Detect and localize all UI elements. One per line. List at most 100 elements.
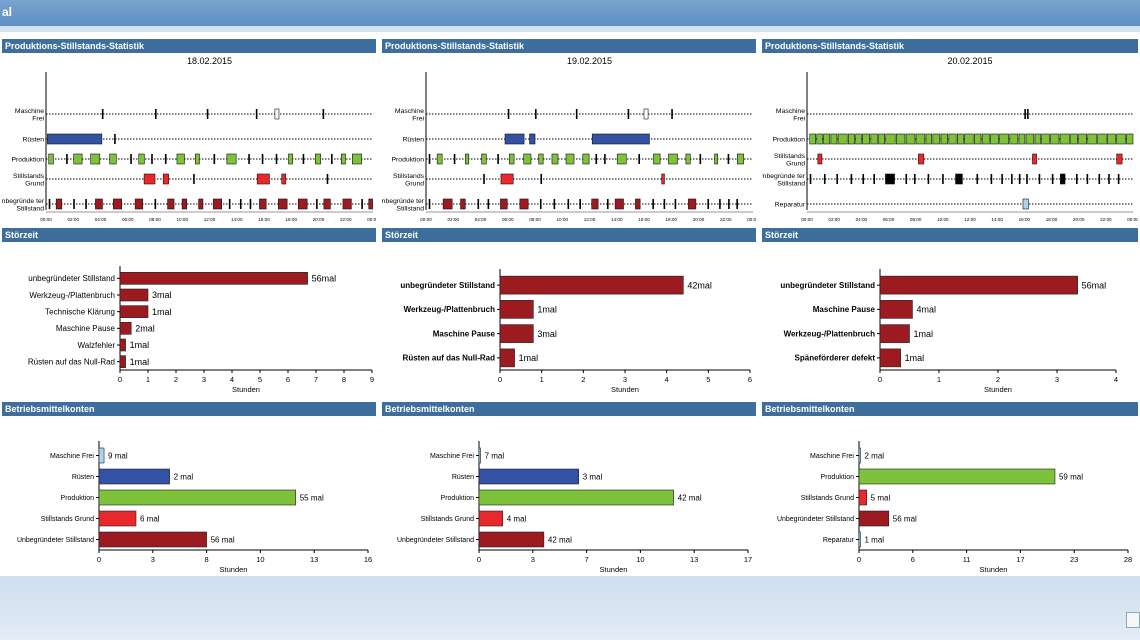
row-label-line: Maschine <box>395 108 424 115</box>
panel-title: Betriebsmittelkonten <box>762 402 1138 416</box>
x-tick-label: 0 <box>878 375 882 384</box>
x-tick-label: 10:00 <box>937 217 949 222</box>
event-tick <box>428 199 431 209</box>
x-tick-label: 18:00 <box>1046 217 1058 222</box>
timeline-chart: 20.02.2015 Maschine Frei Produktion Stillsta… <box>762 56 1138 222</box>
event-block <box>226 153 237 165</box>
x-tick-label: 00:00 <box>747 217 756 222</box>
event-block <box>1060 173 1066 185</box>
row-label-line: Maschine <box>15 108 44 115</box>
row-label-line: Maschine <box>776 108 805 115</box>
x-tick-label: 0 <box>118 375 122 384</box>
data-label: 9 mal <box>108 451 128 460</box>
chart-date: 18.02.2015 <box>187 56 232 66</box>
event-tick <box>1076 174 1078 184</box>
event-tick <box>627 109 630 119</box>
category-label: Produktion <box>821 474 855 481</box>
x-tick-label: 22:00 <box>340 217 352 222</box>
event-block <box>932 133 941 145</box>
event-block <box>340 153 346 165</box>
event-block <box>519 198 529 210</box>
x-tick-label: 06:00 <box>883 217 895 222</box>
event-tick <box>927 174 930 184</box>
row-label-line: Produktion <box>392 157 425 164</box>
category-label: Späneförderer defekt <box>795 354 876 363</box>
event-block <box>895 133 906 145</box>
x-tick-label: 22:00 <box>1100 217 1112 222</box>
event-block <box>323 198 331 210</box>
category-label: Werkzeug-/Plattenbruch <box>29 291 115 300</box>
event-tick <box>497 154 499 164</box>
event-tick <box>595 154 598 164</box>
event-block <box>288 153 293 165</box>
event-block <box>565 153 575 165</box>
category-label: Rüsten <box>72 474 94 481</box>
event-block <box>905 133 916 145</box>
x-tick-label: 3 <box>531 555 535 564</box>
event-block <box>167 198 175 210</box>
event-tick <box>213 154 216 164</box>
row-label-line: Unbegründe ter <box>2 198 45 205</box>
row-label-line: Unbegründe ter <box>382 198 425 205</box>
event-tick <box>976 174 979 184</box>
event-block <box>274 108 280 120</box>
data-label: 56 mal <box>211 535 235 544</box>
bar <box>119 272 308 285</box>
event-block <box>314 153 322 165</box>
event-tick <box>604 154 606 164</box>
x-tick-label: 4 <box>230 375 234 384</box>
x-tick-label: 2 <box>581 375 585 384</box>
event-tick <box>248 154 250 164</box>
row-label-line: Produktion <box>12 157 45 164</box>
betriebsmittel-chart: Maschine Frei 9 mal Rüsten 2 mal Produktion 5… <box>17 441 372 574</box>
event-tick <box>540 174 543 184</box>
category-label: Walzfehler <box>78 341 116 350</box>
event-tick <box>48 199 51 209</box>
bar <box>478 510 504 527</box>
bar <box>858 489 867 506</box>
event-block <box>259 198 267 210</box>
row-label: Stillstands Grund <box>13 173 45 188</box>
x-tick-label: 9 <box>370 375 374 384</box>
x-tick-label: 23 <box>1070 555 1078 564</box>
event-block <box>948 133 957 145</box>
event-block <box>837 133 848 145</box>
x-tick-label: 6 <box>286 375 290 384</box>
timeline-panel-3: Produktions-Stillstands-Statistik 20.02.… <box>762 39 1138 222</box>
event-block <box>529 133 536 145</box>
x-tick-label: 18:00 <box>666 217 678 222</box>
event-block <box>297 198 308 210</box>
data-label: 1mal <box>519 353 539 363</box>
event-block <box>855 133 862 145</box>
event-tick <box>73 199 75 209</box>
event-tick <box>905 174 908 184</box>
bar <box>119 322 132 335</box>
event-tick <box>942 174 944 184</box>
data-label: 4mal <box>916 305 936 315</box>
event-tick <box>85 199 87 209</box>
bar <box>119 355 126 368</box>
category-label: Maschine Pause <box>813 305 876 314</box>
resize-grip-icon[interactable] <box>1126 612 1140 628</box>
bar <box>858 510 890 527</box>
category-label: Stillstands Grund <box>41 516 94 523</box>
x-tick-label: 04:00 <box>475 217 487 222</box>
data-label: 56 mal <box>893 514 917 523</box>
event-block <box>1025 133 1035 145</box>
row-label-line: Reparatur <box>775 202 806 209</box>
event-block <box>1078 133 1087 145</box>
bar <box>478 531 545 548</box>
event-tick <box>663 199 666 209</box>
event-block <box>538 153 544 165</box>
x-tick-label: 02:00 <box>68 217 80 222</box>
event-block <box>736 153 744 165</box>
event-block <box>162 173 169 185</box>
event-block <box>481 153 487 165</box>
x-tick-label: 16:00 <box>258 217 270 222</box>
event-block <box>368 198 373 210</box>
event-block <box>955 173 963 185</box>
data-label: 1mal <box>130 357 150 367</box>
x-tick-label: 00:00 <box>1127 217 1138 222</box>
dashboard: Produktions-Stillstands-Statistik 18.02.… <box>0 32 1140 576</box>
event-tick <box>275 154 278 164</box>
